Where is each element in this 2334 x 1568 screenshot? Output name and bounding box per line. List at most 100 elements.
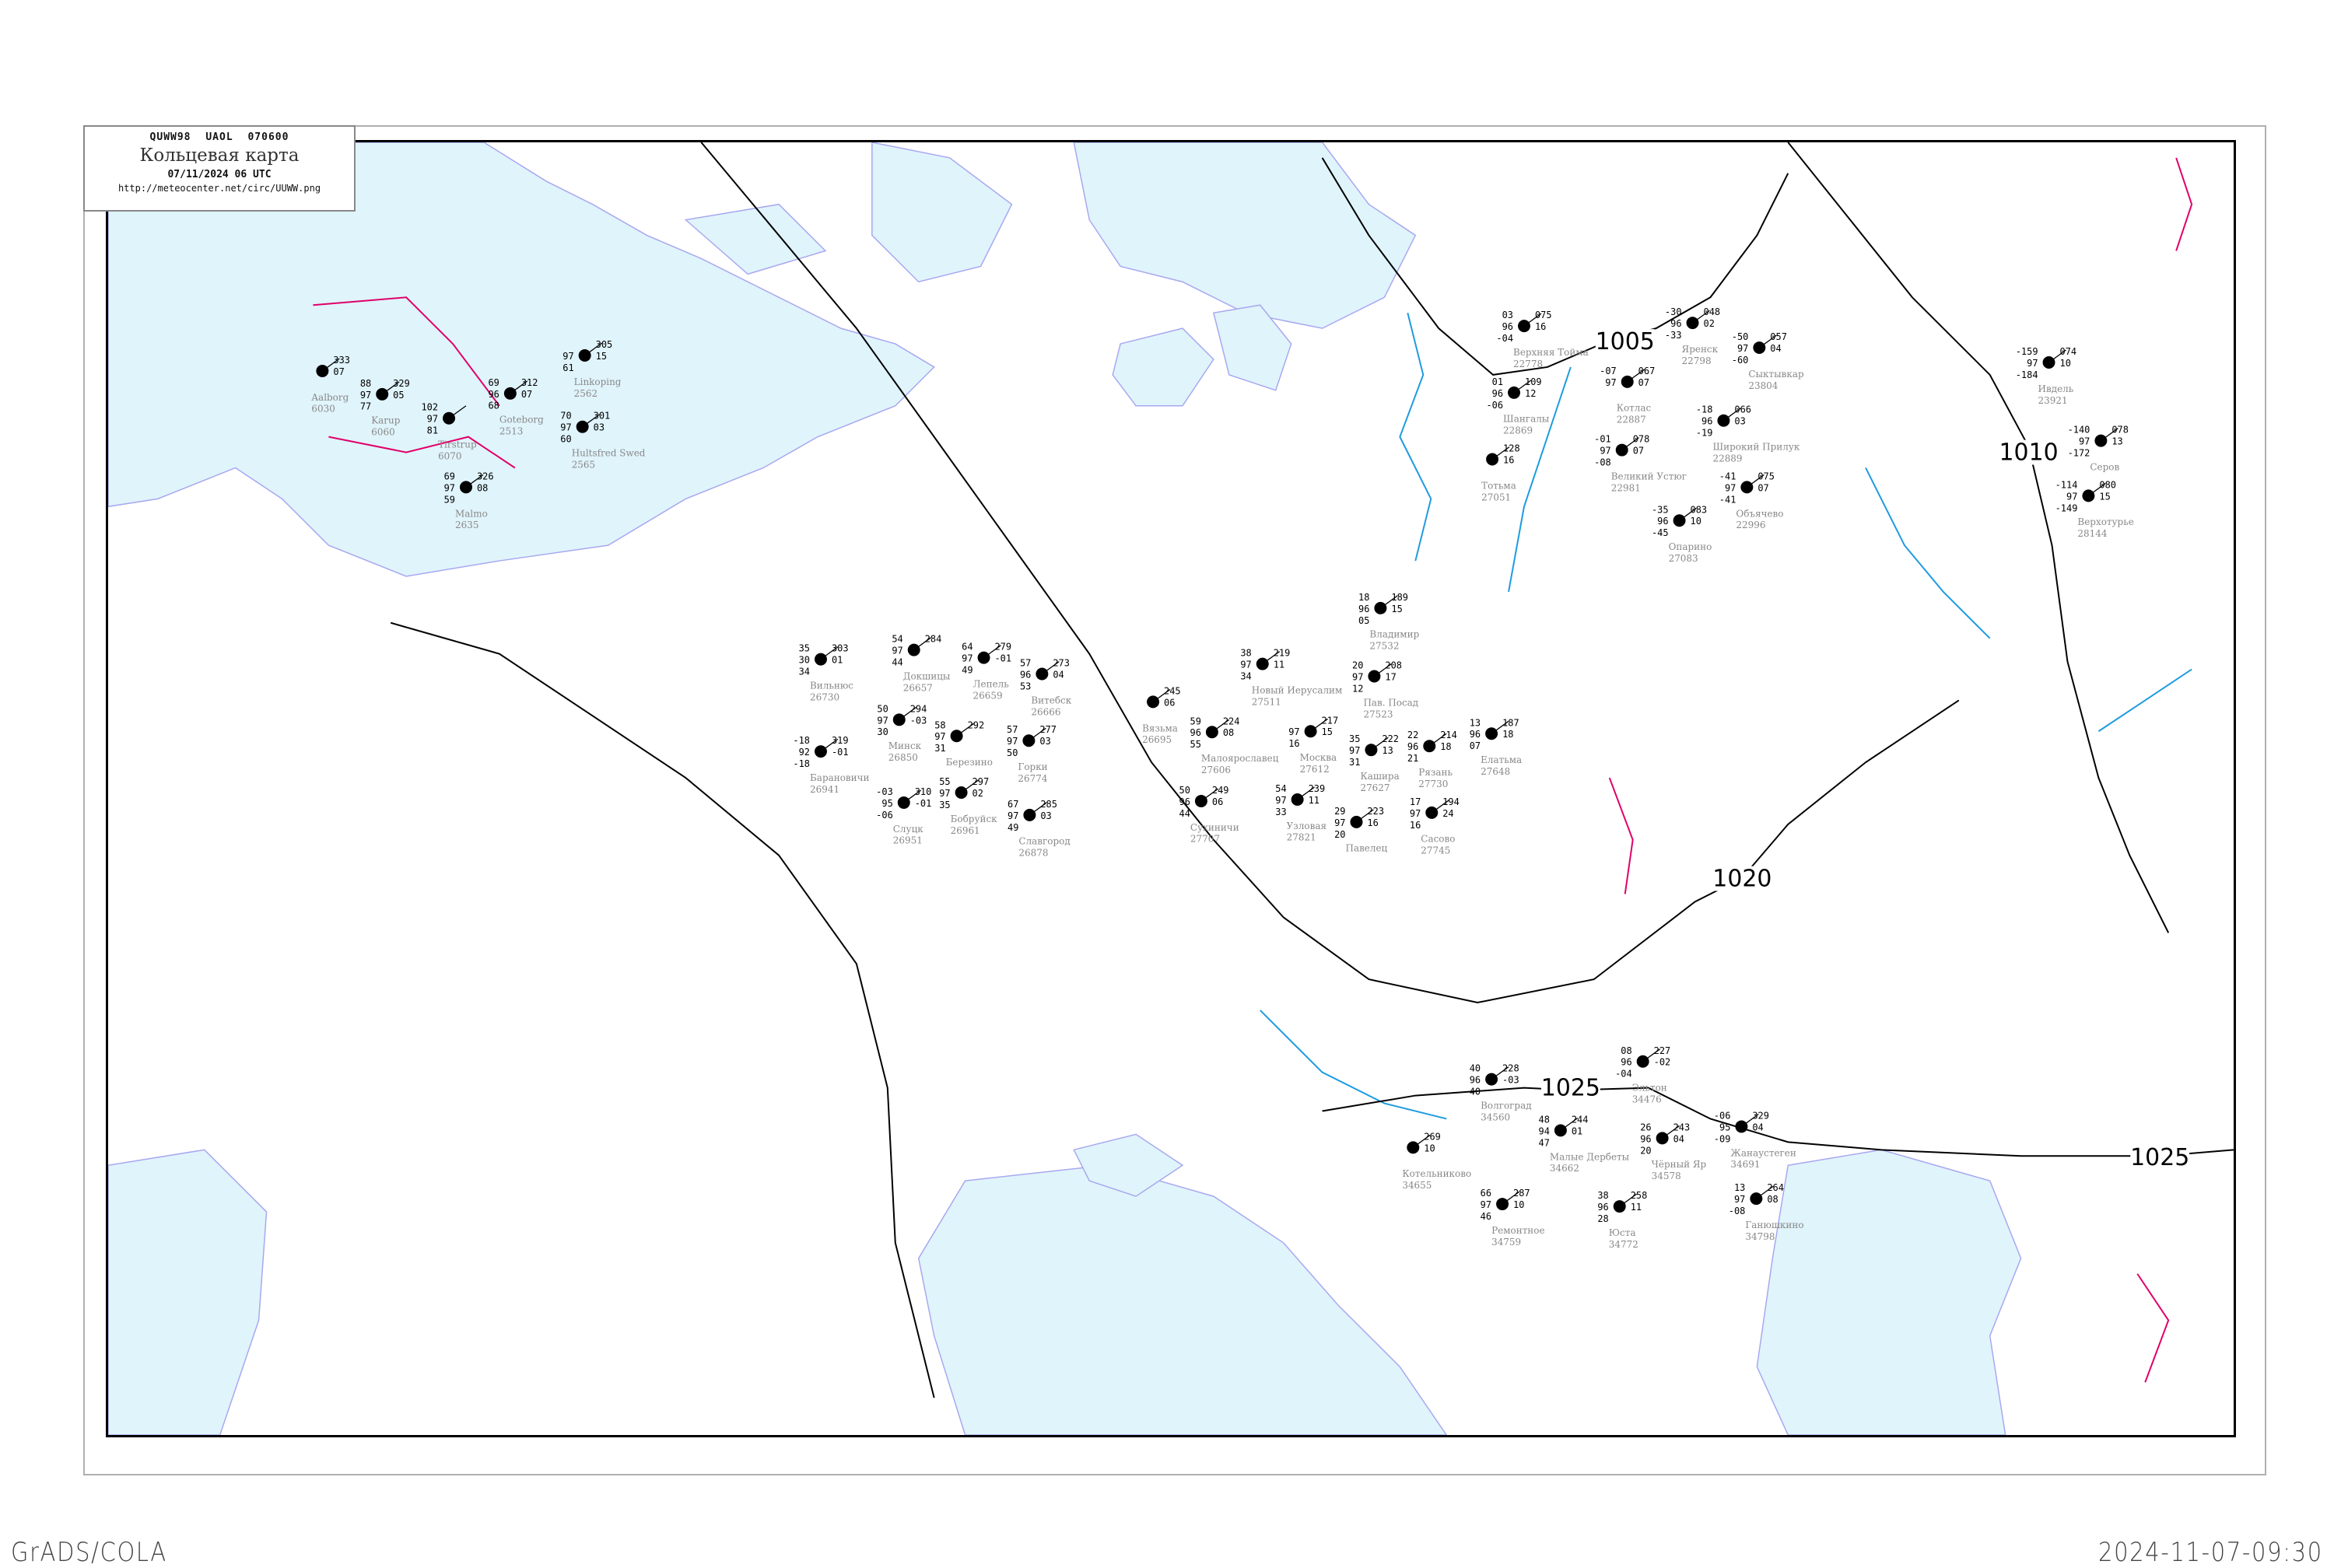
station-tendency: 12 bbox=[1525, 388, 1536, 399]
station-name: Павелец bbox=[1346, 843, 1388, 854]
station-visibility: 94 bbox=[1539, 1125, 1550, 1136]
station-name: Malmo bbox=[455, 508, 488, 519]
station-pressure: 329 bbox=[1752, 1110, 1769, 1121]
station-id: 26961 bbox=[951, 825, 980, 836]
wind-barb-icon bbox=[961, 779, 979, 793]
station-tendency: 16 bbox=[1535, 321, 1546, 332]
station-dewpoint: 20 bbox=[1334, 829, 1345, 840]
map-outer-border bbox=[83, 125, 2266, 1475]
wind-barb-icon bbox=[1356, 809, 1374, 823]
station-tendency: 04 bbox=[1770, 343, 1781, 354]
station-name: Лепель bbox=[973, 678, 1009, 689]
station-name: Серов bbox=[2090, 461, 2119, 472]
station-pressure: 067 bbox=[1638, 366, 1656, 376]
station-tendency: 07 bbox=[333, 366, 344, 377]
water-areas bbox=[108, 142, 2022, 1435]
station-id: 6030 bbox=[311, 404, 335, 415]
station-id: 22889 bbox=[1712, 453, 1742, 464]
isobar-label: 1010 bbox=[1999, 439, 2058, 467]
station-visibility: 97 bbox=[892, 646, 902, 656]
station-temperature: -07 bbox=[1600, 366, 1617, 376]
station-id: 22887 bbox=[1617, 415, 1646, 425]
source-url[interactable]: http://meteocenter.net/circ/UUWW.png bbox=[117, 183, 321, 194]
station-dewpoint: 40 bbox=[1470, 1087, 1481, 1097]
station-dewpoint: 16 bbox=[1410, 820, 1421, 831]
station-visibility: 95 bbox=[881, 798, 892, 809]
station-visibility: 97 bbox=[1349, 745, 1360, 756]
station-temperature: 29 bbox=[1334, 806, 1345, 817]
station-pressure: 214 bbox=[1440, 730, 1457, 740]
water-body bbox=[1112, 327, 1214, 407]
station-visibility: 96 bbox=[1502, 321, 1513, 332]
station-visibility: 97 bbox=[1725, 482, 1736, 493]
station-id: 27707 bbox=[1190, 834, 1220, 845]
station-tendency: 03 bbox=[594, 422, 605, 433]
station-pressure: 223 bbox=[1367, 806, 1384, 817]
station-name: Сыктывкар bbox=[1748, 369, 1804, 380]
station-visibility: 97 bbox=[560, 422, 571, 433]
station-temperature: -03 bbox=[876, 786, 893, 797]
wind-barb-icon bbox=[1262, 651, 1281, 665]
station-dewpoint: 77 bbox=[360, 401, 371, 412]
station-name: Шангалы bbox=[1503, 414, 1550, 425]
wind-barb-icon bbox=[1491, 1066, 1509, 1080]
station-name: Вязьма bbox=[1142, 723, 1178, 733]
station-pressure: 285 bbox=[1040, 799, 1057, 810]
station-temperature: -114 bbox=[2055, 479, 2078, 490]
